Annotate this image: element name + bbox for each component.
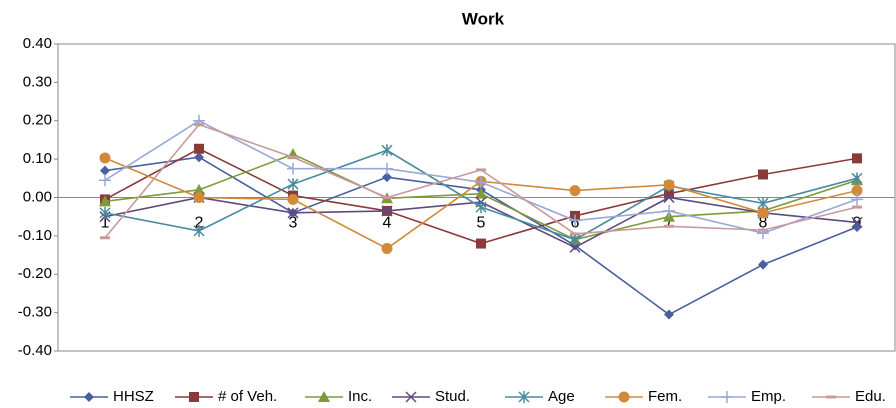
data-point — [194, 123, 204, 127]
x-tick-label: 3 — [289, 215, 298, 232]
legend-label: Inc. — [348, 388, 372, 405]
data-point — [193, 224, 205, 237]
data-point — [475, 176, 487, 189]
x-tick-label: 8 — [759, 215, 768, 232]
legend-marker — [84, 392, 94, 402]
data-point — [382, 196, 392, 199]
data-point — [100, 165, 110, 176]
legend-label: HHSZ — [113, 388, 154, 405]
data-point — [194, 143, 204, 154]
y-tick-label: -0.20 — [18, 265, 52, 282]
data-point — [287, 162, 299, 175]
data-point — [757, 197, 769, 210]
data-point — [100, 236, 110, 240]
data-point — [852, 205, 862, 209]
data-point — [287, 207, 299, 219]
data-point — [381, 162, 393, 175]
data-point — [193, 192, 205, 203]
data-point — [476, 238, 486, 249]
data-point — [664, 309, 674, 320]
legend-marker — [189, 392, 199, 402]
data-point — [758, 259, 768, 270]
y-tick-label: 0.20 — [23, 112, 52, 129]
chart-title: Work — [462, 9, 505, 28]
legend-marker — [618, 391, 630, 403]
x-tick-label: 7 — [665, 215, 674, 232]
x-tick-label: 4 — [383, 215, 392, 232]
data-point — [287, 193, 299, 205]
legend-label: Fem. — [648, 388, 682, 405]
data-point — [476, 168, 486, 172]
data-point — [382, 172, 392, 183]
data-point — [663, 191, 675, 204]
data-point — [851, 193, 863, 206]
legend-label: Stud. — [435, 388, 470, 405]
legend-marker — [318, 391, 330, 402]
data-point — [664, 188, 674, 199]
data-point — [194, 152, 204, 163]
data-point — [569, 185, 581, 197]
legend-label: Emp. — [751, 388, 786, 405]
data-point — [851, 172, 863, 185]
legend-label: Age — [548, 388, 575, 405]
legend-marker — [518, 391, 530, 403]
data-point — [851, 185, 863, 197]
data-point — [99, 195, 111, 207]
data-point — [381, 205, 393, 217]
data-point — [664, 224, 674, 228]
data-point — [569, 214, 581, 227]
data-point — [381, 243, 393, 255]
data-point — [663, 179, 675, 191]
data-point — [851, 216, 863, 228]
x-tick-label: 1 — [101, 215, 110, 232]
data-point — [193, 183, 205, 195]
y-tick-label: 0.40 — [23, 35, 52, 52]
y-tick-label: -0.40 — [18, 342, 52, 359]
data-point — [287, 178, 299, 191]
legend-label: Edu. — [855, 388, 886, 405]
data-point — [569, 233, 581, 246]
data-point — [758, 169, 768, 180]
y-tick-label: 0.10 — [23, 150, 52, 167]
legend-marker — [721, 391, 733, 403]
data-point — [852, 153, 862, 164]
legend-marker — [826, 395, 836, 399]
legend-marker — [405, 391, 417, 403]
y-tick-label: -0.10 — [18, 227, 52, 244]
y-tick-label: -0.30 — [18, 304, 52, 321]
data-point — [381, 144, 393, 157]
data-point — [475, 187, 487, 199]
data-point — [757, 207, 769, 219]
x-tick-label: 2 — [195, 215, 204, 232]
data-point — [99, 206, 111, 219]
x-tick-label: 5 — [477, 215, 486, 232]
y-tick-label: 0.30 — [23, 73, 52, 90]
y-tick-label: 0.00 — [23, 188, 52, 205]
data-point — [570, 232, 580, 236]
data-point — [663, 204, 675, 217]
data-point — [475, 201, 487, 214]
data-point — [99, 152, 111, 164]
legend-label: # of Veh. — [218, 388, 277, 405]
data-point — [758, 228, 768, 232]
data-point — [288, 155, 298, 159]
data-point — [99, 174, 111, 187]
